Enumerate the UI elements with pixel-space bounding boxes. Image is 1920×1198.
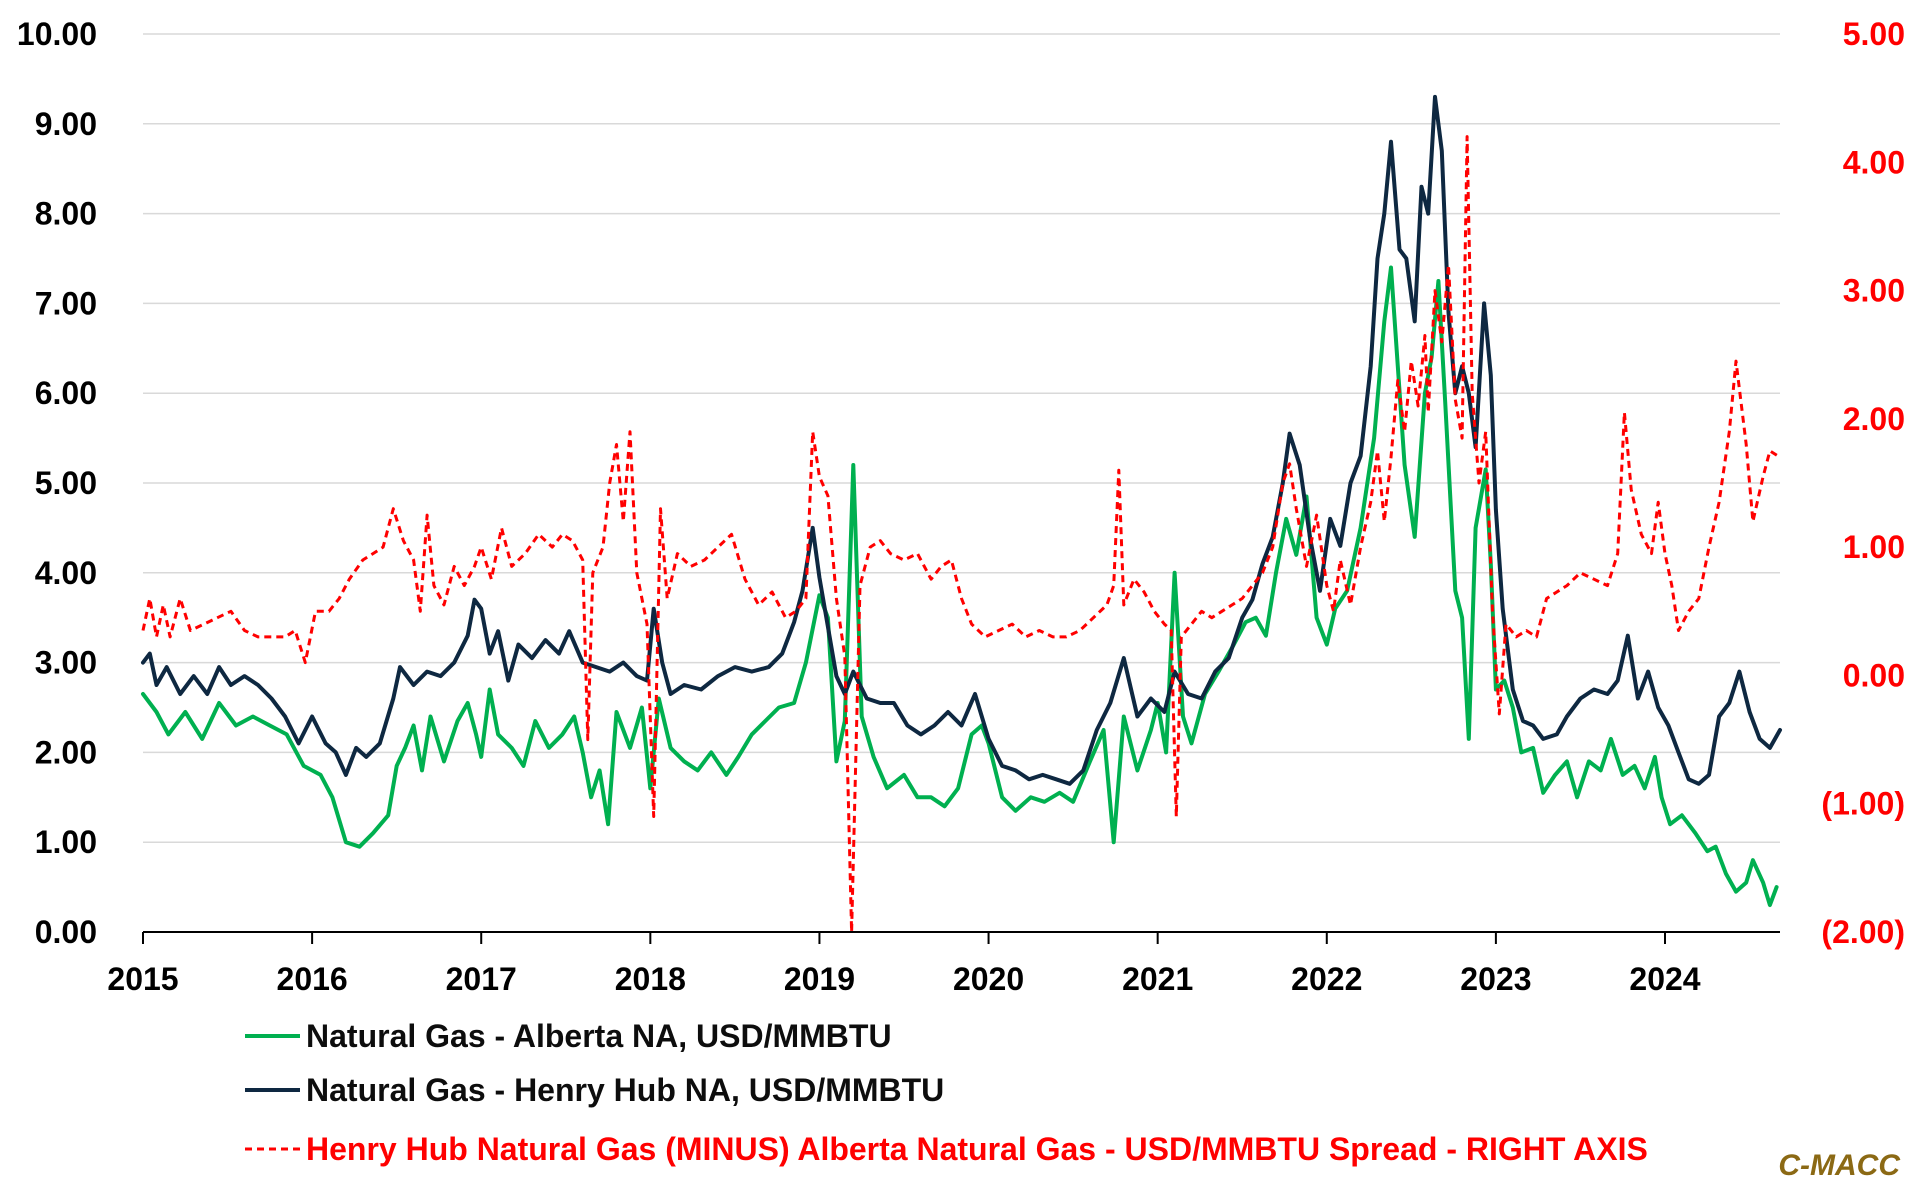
left-axis: 0.00 1.00 2.00 3.00 4.00 5.00 6.00 7.00 8.00 9.00… [17,16,97,950]
left-tick-label: 9.00 [35,106,97,142]
x-tick-label: 2023 [1460,961,1531,997]
series-line-2 [141,135,1781,934]
legend-label-0: Natural Gas - Alberta NA, USD/MMBTU [306,1018,892,1054]
left-tick-label: 3.00 [35,645,97,681]
right-tick-label: (1.00) [1821,786,1905,822]
left-tick-label: 2.00 [35,734,97,770]
legend: Natural Gas - Alberta NA, USD/MMBTU Natur… [245,1018,1648,1167]
x-tick-label: 2020 [953,961,1024,997]
x-tick-label: 2021 [1122,961,1193,997]
series-line-1 [141,94,1782,786]
x-axis: 2015 2016 2017 2018 2019 2020 2021 2022 2023 2024 [107,931,1780,997]
series-layer [141,94,1782,934]
x-tick-label: 2019 [784,961,855,997]
left-tick-label: 7.00 [35,285,97,321]
left-tick-label: 1.00 [35,824,97,860]
right-tick-label: 3.00 [1843,273,1905,309]
right-tick-label: (2.00) [1821,914,1905,950]
left-tick-label: 6.00 [35,375,97,411]
right-tick-label: 5.00 [1843,16,1905,52]
left-tick-label: 8.00 [35,196,97,232]
x-tick-label: 2024 [1629,961,1700,997]
x-tick-label: 2022 [1291,961,1362,997]
legend-label-1: Natural Gas - Henry Hub NA, USD/MMBTU [306,1072,944,1108]
right-axis: (2.00) (1.00) 0.00 1.00 2.00 3.00 4.00 5.00 [1821,16,1905,950]
left-tick-label: 10.00 [17,16,97,52]
x-tick-label: 2018 [615,961,686,997]
legend-label-2: Henry Hub Natural Gas (MINUS) Alberta Na… [306,1131,1648,1167]
series-line-0 [141,265,1779,908]
watermark: C-MACC [1778,1149,1901,1182]
right-tick-label: 4.00 [1843,144,1905,180]
x-tick-label: 2016 [277,961,348,997]
left-tick-label: 5.00 [35,465,97,501]
x-tick-label: 2017 [446,961,517,997]
right-tick-label: 0.00 [1843,657,1905,693]
right-tick-label: 1.00 [1843,529,1905,565]
left-tick-label: 4.00 [35,555,97,591]
x-tick-label: 2015 [107,961,178,997]
right-tick-label: 2.00 [1843,401,1905,437]
left-tick-label: 0.00 [35,914,97,950]
